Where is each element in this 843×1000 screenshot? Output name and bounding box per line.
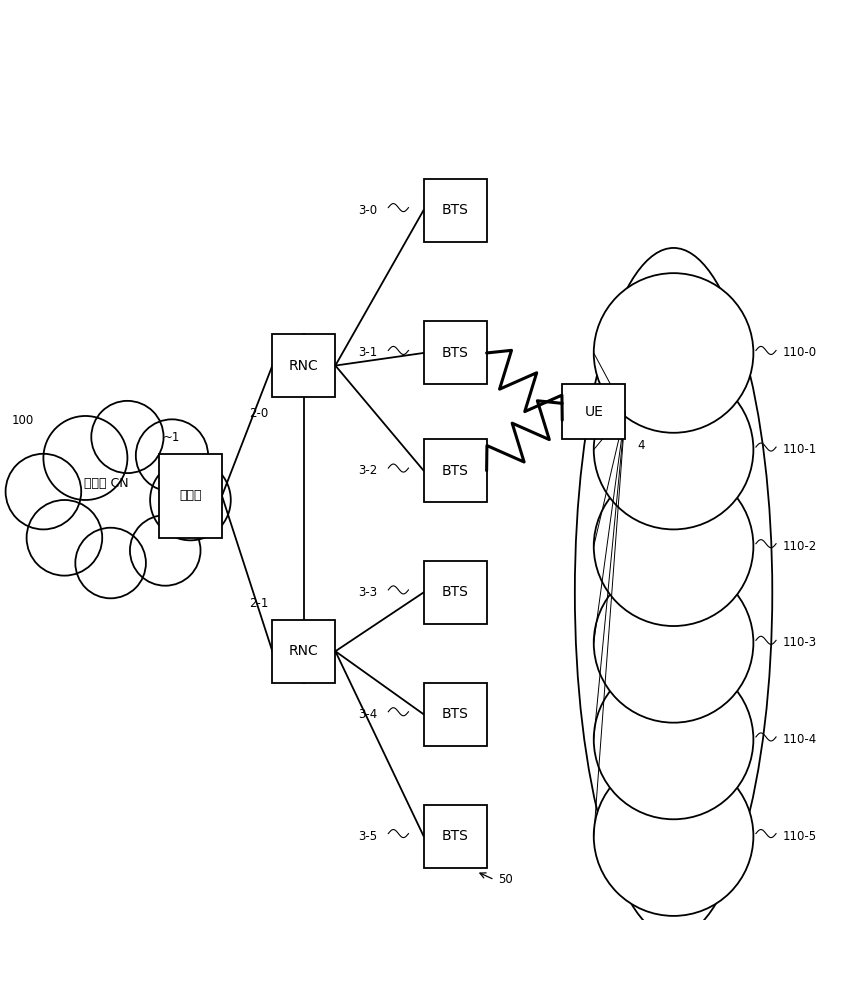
Text: BTS: BTS	[442, 829, 469, 843]
Circle shape	[6, 454, 81, 529]
Text: 110-5: 110-5	[783, 830, 817, 843]
Text: UE: UE	[584, 405, 604, 419]
Bar	[272, 620, 336, 683]
Text: 4: 4	[638, 439, 646, 452]
Text: 50: 50	[498, 873, 513, 886]
Bar	[423, 683, 486, 746]
Circle shape	[91, 401, 164, 473]
Circle shape	[593, 273, 754, 433]
Text: BTS: BTS	[442, 203, 469, 217]
Circle shape	[593, 660, 754, 819]
Text: 2-0: 2-0	[249, 407, 268, 420]
Text: 110-2: 110-2	[783, 540, 817, 553]
Text: 100: 100	[11, 414, 34, 427]
Text: ~1: ~1	[164, 431, 180, 444]
Text: BTS: BTS	[442, 585, 469, 599]
Text: RNC: RNC	[289, 359, 319, 373]
Circle shape	[43, 416, 127, 500]
Text: RNC: RNC	[289, 644, 319, 658]
Circle shape	[593, 563, 754, 723]
Bar	[159, 454, 222, 538]
Text: 2-1: 2-1	[249, 597, 268, 610]
Text: 交换机: 交换机	[180, 489, 201, 502]
Text: BTS: BTS	[442, 464, 469, 478]
Text: 3-5: 3-5	[358, 830, 378, 843]
Text: 3-3: 3-3	[358, 586, 378, 599]
Circle shape	[130, 515, 201, 586]
Text: BTS: BTS	[442, 707, 469, 721]
Text: 3-4: 3-4	[358, 708, 378, 721]
Bar	[423, 321, 486, 384]
Text: 3-0: 3-0	[358, 204, 378, 217]
Bar	[272, 334, 336, 397]
Text: BTS: BTS	[442, 346, 469, 360]
Text: 核心网 CN: 核心网 CN	[84, 477, 129, 490]
Bar	[423, 805, 486, 868]
Circle shape	[593, 756, 754, 916]
Circle shape	[27, 500, 102, 576]
Text: 110-3: 110-3	[783, 636, 817, 649]
Text: 3-2: 3-2	[358, 464, 378, 477]
Text: 110-1: 110-1	[783, 443, 817, 456]
Bar	[423, 561, 486, 624]
Bar	[562, 384, 626, 439]
Text: 3-1: 3-1	[358, 346, 378, 359]
Circle shape	[136, 419, 208, 492]
Circle shape	[593, 466, 754, 626]
Circle shape	[75, 528, 146, 598]
Ellipse shape	[575, 248, 772, 937]
Text: 110-0: 110-0	[783, 346, 817, 359]
Circle shape	[593, 370, 754, 529]
Bar	[423, 439, 486, 502]
Circle shape	[150, 460, 231, 540]
Bar	[423, 179, 486, 242]
Text: 110-4: 110-4	[783, 733, 817, 746]
